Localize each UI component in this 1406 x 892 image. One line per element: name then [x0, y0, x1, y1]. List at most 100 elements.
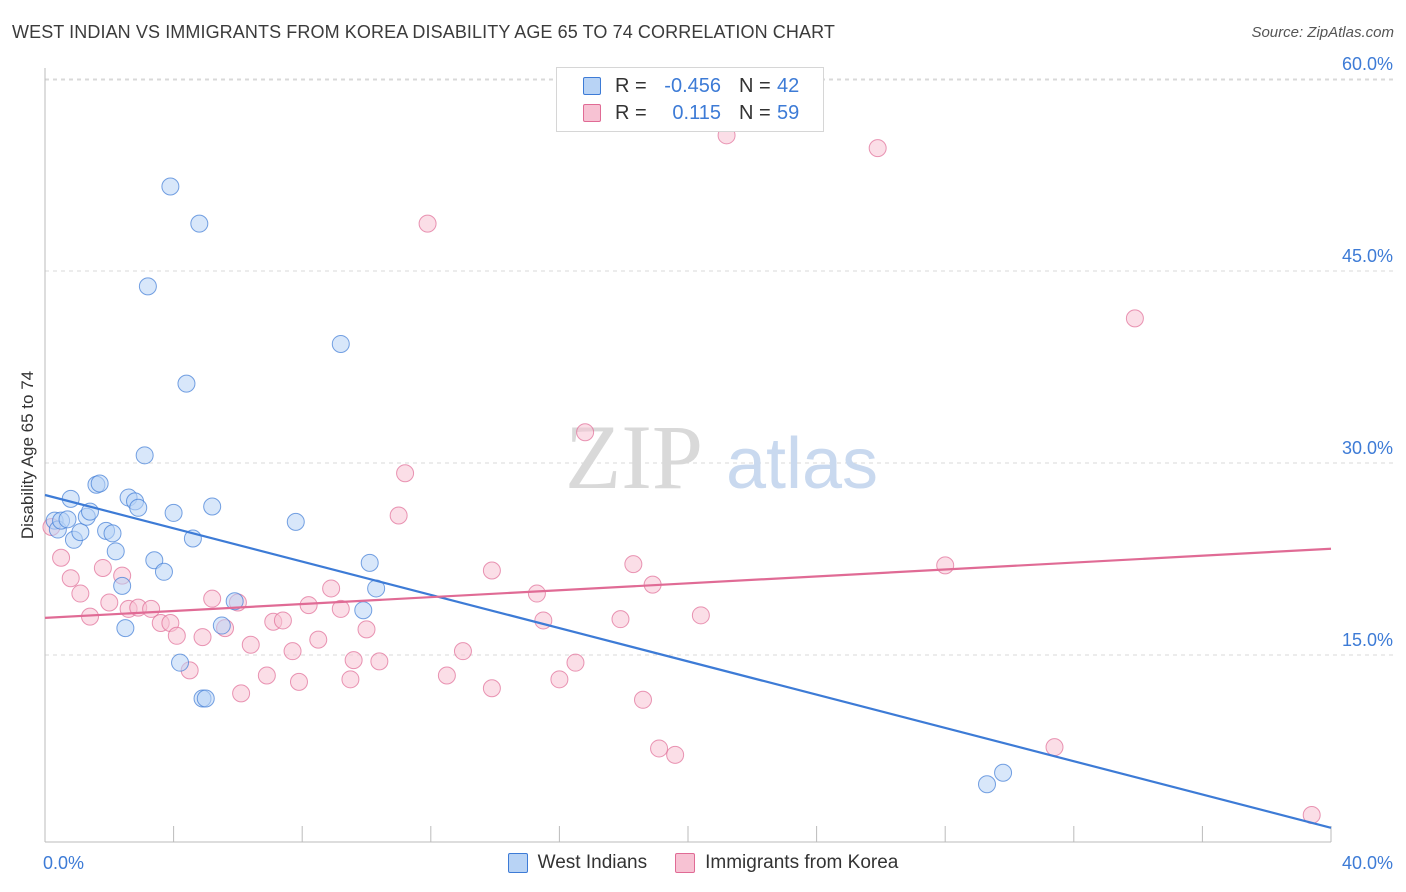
watermark-zip: ZIP — [565, 406, 703, 508]
data-point — [286, 512, 305, 531]
data-point — [116, 619, 135, 638]
legend-n-value: 42 — [777, 74, 800, 97]
data-point — [633, 690, 652, 709]
series-korea-points — [42, 126, 1321, 824]
legend-row-korea: R = 0.115 N = 59 — [583, 100, 799, 126]
data-point — [135, 446, 154, 465]
bottom-legend: West Indians Immigrants from Korea — [0, 852, 1406, 874]
legend-swatch-pink — [583, 104, 601, 122]
chart-title: WEST INDIAN VS IMMIGRANTS FROM KOREA DIS… — [12, 22, 835, 42]
legend-n-label: N = — [739, 101, 771, 124]
watermark: ZIP atlas — [565, 406, 878, 508]
series-west-indians-points — [45, 177, 1013, 794]
data-point — [389, 506, 408, 525]
data-point — [453, 642, 472, 661]
data-point — [1125, 309, 1144, 328]
data-point — [341, 670, 360, 689]
y-tick-label: 30.0% — [1342, 438, 1393, 458]
data-point — [482, 561, 501, 580]
data-point — [113, 576, 132, 595]
legend-r-label: R = — [615, 101, 647, 124]
data-point — [241, 635, 260, 654]
data-point — [154, 562, 173, 581]
legend-item-west-indians[interactable]: West Indians — [507, 852, 648, 874]
data-point — [354, 601, 373, 620]
data-point — [100, 593, 119, 612]
data-point — [257, 666, 276, 685]
x-tick-label: 40.0% — [1342, 853, 1393, 873]
data-point — [309, 630, 328, 649]
grid-layer — [45, 78, 1394, 656]
data-point — [396, 464, 415, 483]
data-point — [357, 620, 376, 639]
data-point — [482, 679, 501, 698]
data-point — [203, 497, 222, 516]
watermark-atlas: atlas — [726, 424, 878, 504]
legend-item-korea[interactable]: Immigrants from Korea — [675, 852, 898, 874]
data-point — [167, 626, 186, 645]
data-point — [624, 555, 643, 574]
data-point — [138, 277, 157, 296]
legend-n-label: N = — [739, 74, 771, 97]
data-point — [418, 214, 437, 233]
data-point — [868, 139, 887, 158]
data-point — [161, 177, 180, 196]
y-tick-label: 45.0% — [1342, 246, 1393, 266]
data-point — [576, 423, 595, 442]
data-point — [936, 556, 955, 575]
legend-r-value: -0.456 — [664, 74, 721, 97]
data-point — [61, 489, 80, 508]
legend-swatch-blue — [507, 853, 528, 873]
legend-label-korea: Immigrants from Korea — [705, 852, 899, 873]
data-point — [196, 689, 215, 708]
data-point — [344, 651, 363, 670]
trend-lines — [44, 493, 1332, 829]
data-point — [331, 334, 350, 353]
y-tick-label: 15.0% — [1342, 630, 1393, 650]
data-point — [103, 524, 122, 543]
chart-source: Source: ZipAtlas.com — [1251, 24, 1394, 41]
data-point — [71, 523, 90, 542]
x-tick-label: 0.0% — [43, 853, 84, 873]
data-point — [666, 745, 685, 764]
legend-box: R = -0.456 N = 42 R = 0.115 N = 59 — [556, 67, 824, 132]
data-point — [164, 503, 183, 522]
data-point — [331, 599, 350, 618]
data-point — [360, 553, 379, 572]
data-point — [58, 510, 77, 529]
data-point — [129, 498, 148, 517]
y-tick-label: 60.0% — [1342, 54, 1393, 74]
data-point — [322, 579, 341, 598]
legend-label-west-indians: West Indians — [537, 852, 648, 873]
legend-swatch-blue — [583, 77, 601, 95]
trend-line — [44, 547, 1332, 619]
data-point — [61, 569, 80, 588]
data-point — [71, 584, 90, 603]
data-point — [203, 589, 222, 608]
data-point — [650, 739, 669, 758]
axes-layer: 15.0% 30.0% 45.0% 60.0% 0.0% 40.0% — [43, 54, 1393, 873]
data-point — [566, 653, 585, 672]
legend-swatch-pink — [675, 853, 696, 873]
data-point — [171, 653, 190, 672]
data-point — [273, 611, 292, 630]
data-point — [106, 542, 125, 561]
data-point — [177, 374, 196, 393]
trend-line — [44, 493, 1332, 829]
legend-r-value: 0.115 — [672, 101, 721, 124]
data-point — [550, 670, 569, 689]
data-point — [190, 214, 209, 233]
data-point — [225, 592, 244, 611]
data-point — [93, 558, 112, 577]
data-point — [232, 684, 251, 703]
data-point — [212, 616, 231, 635]
data-point — [977, 775, 996, 794]
data-point — [691, 606, 710, 625]
data-point — [611, 610, 630, 629]
legend-n-value: 59 — [777, 101, 800, 124]
legend-r-label: R = — [615, 74, 647, 97]
y-axis-label: Disability Age 65 to 74 — [18, 371, 37, 539]
data-point — [527, 584, 546, 603]
data-point — [283, 642, 302, 661]
